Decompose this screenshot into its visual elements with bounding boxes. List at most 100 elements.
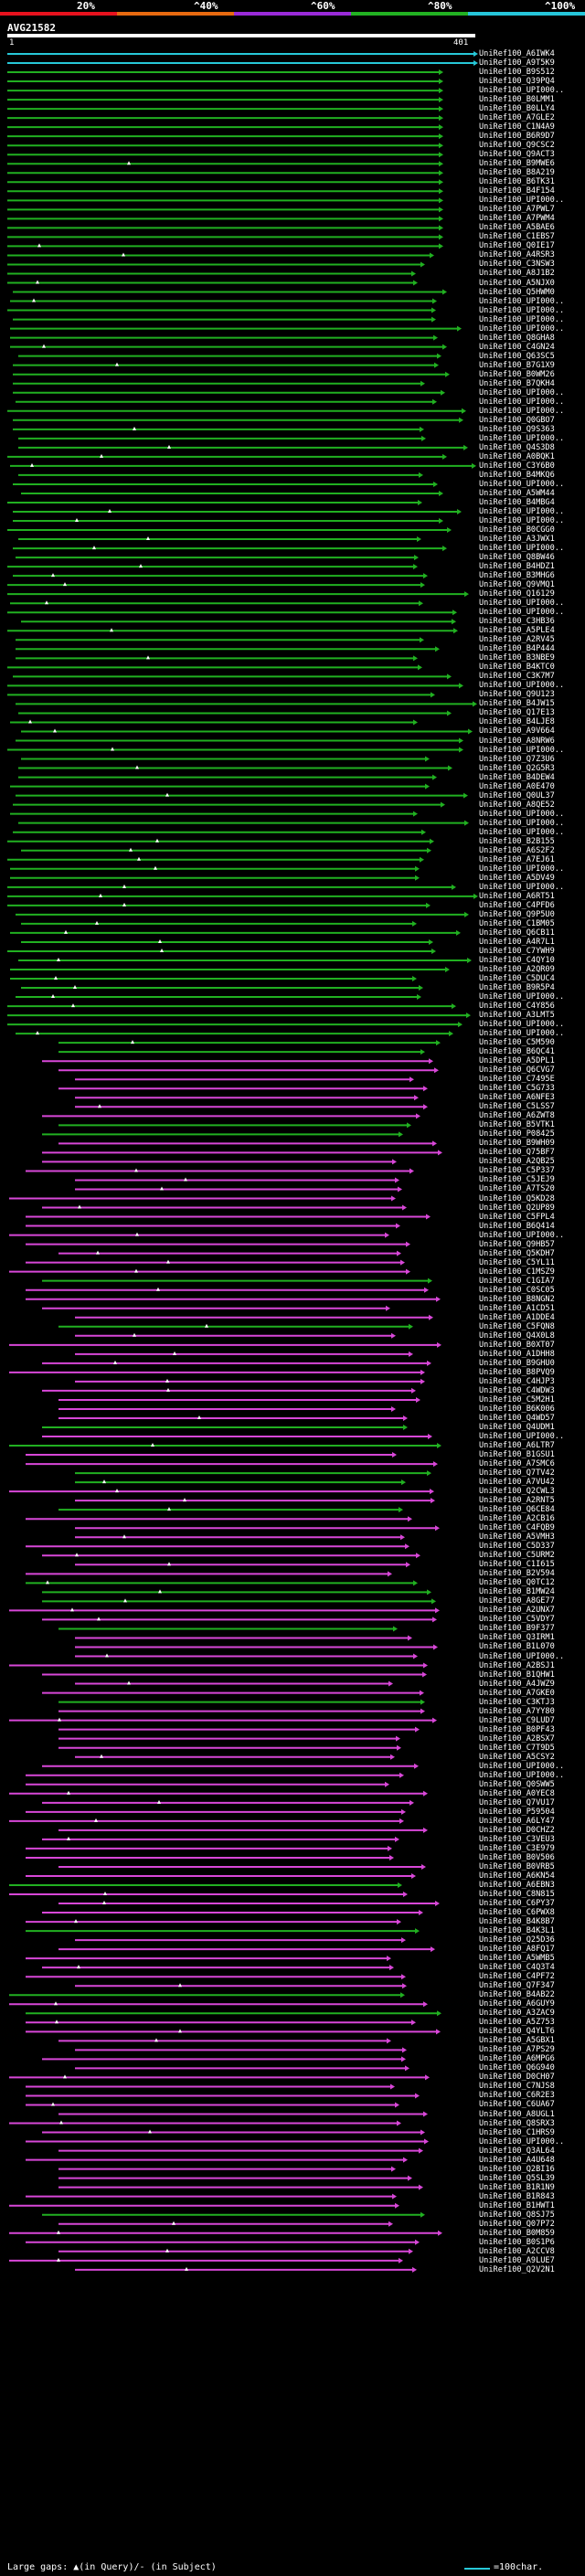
hit-label[interactable]: UniRef100_A7GKE0 xyxy=(479,1688,555,1698)
hit-label[interactable]: UniRef100_A2UNX7 xyxy=(479,1606,555,1616)
hit-label[interactable]: UniRef100_B9S512 xyxy=(479,68,555,78)
hit-label[interactable]: UniRef100_B1GSU1 xyxy=(479,1450,555,1460)
hit-label[interactable]: UniRef100_A5NJX0 xyxy=(479,278,555,288)
hit-label[interactable]: UniRef100_A8QE52 xyxy=(479,800,555,810)
hit-label[interactable]: UniRef100_C5D337 xyxy=(479,1542,555,1552)
hit-label[interactable]: UniRef100_UPI000.. xyxy=(479,1029,565,1039)
hit-label[interactable]: UniRef100_B1R1N9 xyxy=(479,2182,555,2192)
hit-label[interactable]: UniRef100_B0CGG0 xyxy=(479,525,555,535)
hit-label[interactable]: UniRef100_C1GIA7 xyxy=(479,1276,555,1286)
hit-label[interactable]: UniRef100_A6LY47 xyxy=(479,1816,555,1826)
hit-label[interactable]: UniRef100_A2CB16 xyxy=(479,1514,555,1524)
hit-label[interactable]: UniRef100_UPI000.. xyxy=(479,809,565,819)
hit-label[interactable]: UniRef100_UPI000.. xyxy=(479,544,565,554)
hit-label[interactable]: UniRef100_C4FQB9 xyxy=(479,1523,555,1533)
hit-label[interactable]: UniRef100_B4K3L1 xyxy=(479,1926,555,1936)
hit-label[interactable]: UniRef100_A3LMT5 xyxy=(479,1011,555,1021)
hit-label[interactable]: UniRef100_UPI000.. xyxy=(479,1432,565,1442)
hit-label[interactable]: UniRef100_Q2CWL3 xyxy=(479,1487,555,1497)
hit-label[interactable]: UniRef100_UPI000.. xyxy=(479,1230,565,1240)
hit-label[interactable]: UniRef100_B9MWE6 xyxy=(479,159,555,169)
hit-label[interactable]: UniRef100_A6IWK4 xyxy=(479,49,555,58)
hit-label[interactable]: UniRef100_Q3IRM1 xyxy=(479,1633,555,1643)
hit-label[interactable]: UniRef100_UPI000.. xyxy=(479,516,565,526)
hit-label[interactable]: UniRef100_Q4S3D8 xyxy=(479,442,555,452)
hit-label[interactable]: UniRef100_UPI000.. xyxy=(479,323,565,334)
hit-label[interactable]: UniRef100_B0VRB5 xyxy=(479,1861,555,1871)
hit-label[interactable]: UniRef100_C7495E xyxy=(479,1075,555,1085)
hit-label[interactable]: UniRef100_C1EBS7 xyxy=(479,232,555,242)
hit-label[interactable]: UniRef100_C7YWH9 xyxy=(479,946,555,956)
hit-label[interactable]: UniRef100_C3VEU3 xyxy=(479,1834,555,1844)
hit-label[interactable]: UniRef100_A3JWX1 xyxy=(479,535,555,545)
hit-label[interactable]: UniRef100_UPI000.. xyxy=(479,1020,565,1030)
hit-label[interactable]: UniRef100_Q75BF7 xyxy=(479,1148,555,1158)
hit-label[interactable]: UniRef100_B0PF43 xyxy=(479,1724,555,1734)
hit-label[interactable]: UniRef100_A8FQ17 xyxy=(479,1945,555,1955)
hit-label[interactable]: UniRef100_C5G733 xyxy=(479,1084,555,1094)
hit-label[interactable]: UniRef100_B1MW24 xyxy=(479,1587,555,1597)
hit-label[interactable]: UniRef100_Q4WD57 xyxy=(479,1413,555,1423)
hit-label[interactable]: UniRef100_A9T5K9 xyxy=(479,58,555,69)
hit-label[interactable]: UniRef100_B4MKQ6 xyxy=(479,470,555,480)
hit-label[interactable]: UniRef100_B9F377 xyxy=(479,1624,555,1634)
hit-label[interactable]: UniRef100_A7PS29 xyxy=(479,2045,555,2055)
hit-label[interactable]: UniRef100_A4JWZ9 xyxy=(479,1679,555,1689)
hit-label[interactable]: UniRef100_C9LUD7 xyxy=(479,1715,555,1725)
hit-label[interactable]: UniRef100_B8PVQ9 xyxy=(479,1367,555,1377)
hit-label[interactable]: UniRef100_B7QKH4 xyxy=(479,378,555,388)
hit-label[interactable]: UniRef100_A2BSX7 xyxy=(479,1733,555,1744)
hit-label[interactable]: UniRef100_B1QHW1 xyxy=(479,1670,555,1680)
hit-label[interactable]: UniRef100_B4MBG4 xyxy=(479,497,555,507)
hit-label[interactable]: UniRef100_Q9CSC2 xyxy=(479,141,555,151)
hit-label[interactable]: UniRef100_A6RT51 xyxy=(479,891,555,901)
hit-label[interactable]: UniRef100_UPI000.. xyxy=(479,479,565,489)
hit-label[interactable]: UniRef100_B9GHU0 xyxy=(479,1358,555,1368)
hit-label[interactable]: UniRef100_Q8SRX3 xyxy=(479,2118,555,2128)
hit-label[interactable]: UniRef100_B6TK31 xyxy=(479,177,555,187)
hit-label[interactable]: UniRef100_B0V506 xyxy=(479,1852,555,1862)
hit-label[interactable]: UniRef100_A5DPL1 xyxy=(479,1056,555,1066)
hit-label[interactable]: UniRef100_C4Q3T4 xyxy=(479,1963,555,1973)
hit-label[interactable]: UniRef100_UPI000.. xyxy=(479,818,565,828)
hit-label[interactable]: UniRef100_B0WM26 xyxy=(479,369,555,379)
hit-label[interactable]: UniRef100_Q2BI16 xyxy=(479,2164,555,2174)
hit-label[interactable]: UniRef100_C4WDW3 xyxy=(479,1385,555,1395)
hit-label[interactable]: UniRef100_Q6CVG7 xyxy=(479,1065,555,1076)
hit-label[interactable]: UniRef100_Q6G940 xyxy=(479,2063,555,2073)
hit-label[interactable]: UniRef100_C3NSW3 xyxy=(479,260,555,270)
hit-label[interactable]: UniRef100_A8GE77 xyxy=(479,1596,555,1606)
hit-label[interactable]: UniRef100_C6UA67 xyxy=(479,2100,555,2110)
hit-label[interactable]: UniRef100_A7GLE2 xyxy=(479,113,555,123)
hit-label[interactable]: UniRef100_A0YEC8 xyxy=(479,1788,555,1798)
hit-label[interactable]: UniRef100_C5LSS7 xyxy=(479,1102,555,1112)
hit-label[interactable]: UniRef100_B4AB22 xyxy=(479,1990,555,2000)
hit-label[interactable]: UniRef100_Q0GBO7 xyxy=(479,415,555,425)
hit-label[interactable]: UniRef100_C8N815 xyxy=(479,1890,555,1900)
hit-label[interactable]: UniRef100_UPI000.. xyxy=(479,387,565,398)
hit-label[interactable]: UniRef100_UPI000.. xyxy=(479,882,565,892)
hit-label[interactable]: UniRef100_B0S1P6 xyxy=(479,2237,555,2247)
hit-label[interactable]: UniRef100_Q7VU17 xyxy=(479,1797,555,1807)
hit-label[interactable]: UniRef100_A6MPG6 xyxy=(479,2054,555,2064)
hit-label[interactable]: UniRef100_P08425 xyxy=(479,1129,555,1140)
hit-label[interactable]: UniRef100_C4GN24 xyxy=(479,342,555,352)
hit-label[interactable]: UniRef100_UPI000.. xyxy=(479,1651,565,1661)
hit-label[interactable]: UniRef100_UPI000.. xyxy=(479,397,565,407)
hit-label[interactable]: UniRef100_A3ZAC9 xyxy=(479,2009,555,2019)
hit-label[interactable]: UniRef100_Q6CB11 xyxy=(479,928,555,938)
hit-label[interactable]: UniRef100_Q4X0L8 xyxy=(479,1330,555,1341)
hit-label[interactable]: UniRef100_B2B155 xyxy=(479,836,555,846)
hit-label[interactable]: UniRef100_Q2G5R3 xyxy=(479,763,555,773)
hit-label[interactable]: UniRef100_UPI000.. xyxy=(479,86,565,96)
hit-label[interactable]: UniRef100_A2CCV8 xyxy=(479,2246,555,2256)
hit-label[interactable]: UniRef100_A8J1B2 xyxy=(479,269,555,279)
hit-label[interactable]: UniRef100_Q7Z3U6 xyxy=(479,754,555,764)
hit-label[interactable]: UniRef100_UPI000.. xyxy=(479,196,565,206)
hit-label[interactable]: UniRef100_A7VU42 xyxy=(479,1478,555,1488)
hit-label[interactable]: UniRef100_Q8GHA8 xyxy=(479,333,555,343)
hit-label[interactable]: UniRef100_B1HWT1 xyxy=(479,2200,555,2210)
hit-label[interactable]: UniRef100_C3E979 xyxy=(479,1843,555,1853)
hit-label[interactable]: UniRef100_UPI000.. xyxy=(479,305,565,315)
hit-label[interactable]: UniRef100_Q2V2N1 xyxy=(479,2264,555,2274)
